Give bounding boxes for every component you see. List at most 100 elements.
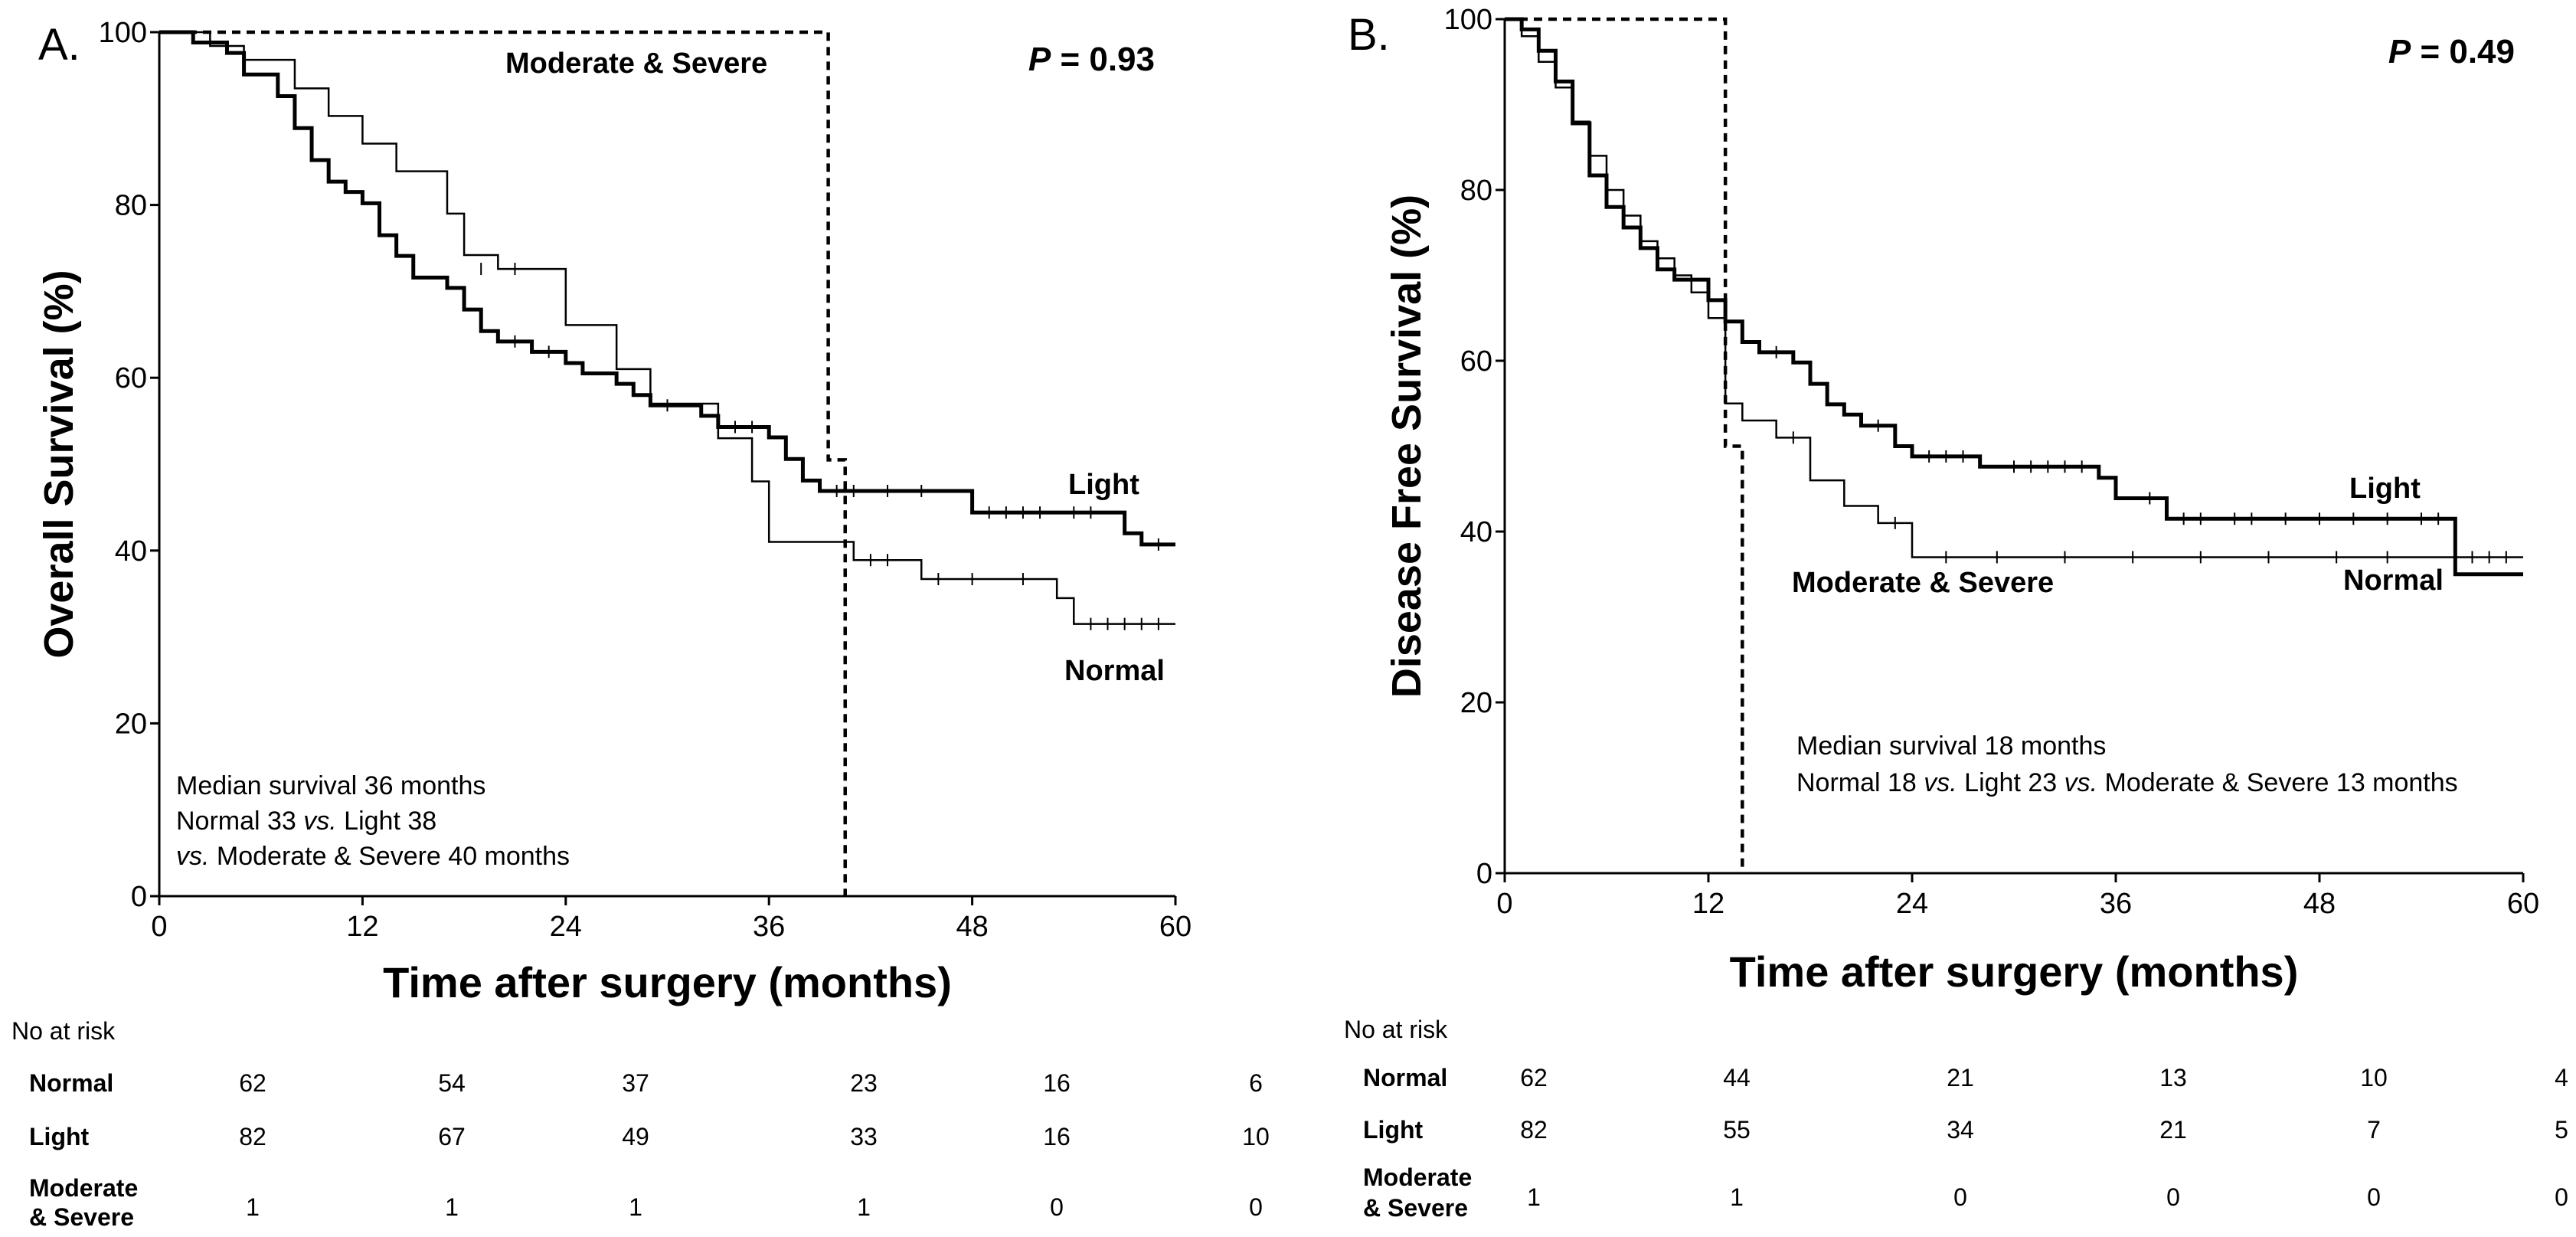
median-note-segment: Median survival 36 months [176,771,485,800]
median-note-segment: Normal 33 [176,807,303,836]
x-axis-label: Time after surgery (months) [383,958,952,1006]
risk-count: 1 [1730,1183,1744,1211]
risk-count: 7 [2367,1116,2381,1144]
risk-count: 0 [1249,1193,1263,1221]
x-tick-label: 24 [1896,888,1928,920]
risk-count: 16 [1043,1069,1071,1097]
risk-count: 54 [438,1069,466,1097]
median-note-segment: vs. [303,807,336,836]
risk-group-label: Moderate [29,1174,138,1202]
risk-count: 23 [850,1069,878,1097]
median-note-segment: vs. [176,842,209,871]
p-value: P = 0.49 [2388,33,2515,70]
survival-curve-moderate-severe [1505,17,1744,873]
risk-count: 34 [1947,1116,1974,1144]
risk-count: 55 [1723,1116,1751,1144]
y-tick-label: 80 [115,190,147,222]
median-note-segment: Moderate & Severe 13 months [2097,768,2458,797]
median-note-line: Median survival 18 months [1796,731,2106,761]
y-tick-label: 40 [1460,516,1492,548]
y-axis-label: Disease Free Survival (%) [1384,195,1430,698]
risk-count: 5 [2555,1116,2568,1144]
y-axis-label: Overall Survival (%) [36,270,82,658]
median-note-segment: Light 23 [1957,768,2064,797]
risk-group-label: Normal [29,1069,113,1097]
risk-count: 1 [246,1193,260,1221]
y-tick-label: 100 [1444,4,1492,36]
risk-count: 33 [850,1123,878,1150]
x-tick-label: 0 [1496,888,1512,920]
risk-count: 6 [1249,1069,1263,1097]
x-tick-label: 36 [2100,888,2132,920]
x-tick-label: 12 [346,911,378,943]
x-tick-label: 12 [1692,888,1724,920]
median-note-segment: Normal 18 [1796,768,1924,797]
risk-count: 1 [857,1193,871,1221]
risk-count: 67 [438,1123,466,1150]
risk-count: 49 [622,1123,649,1150]
median-note-segment: vs. [1924,768,1957,797]
y-tick-label: 0 [1476,858,1492,890]
risk-count: 4 [2555,1064,2568,1091]
p-value-number: = 0.49 [2411,33,2515,70]
y-tick-label: 0 [131,881,147,913]
risk-group-label: & Severe [1363,1194,1468,1222]
y-tick-label: 60 [1460,345,1492,378]
p-value-letter: P [2388,33,2411,70]
median-note-segment: vs. [2064,768,2097,797]
median-note-segment: Median survival 18 months [1796,731,2106,761]
risk-count: 21 [1947,1064,1974,1091]
risk-table-header: No at risk [1344,1016,1448,1043]
median-note-line: Median survival 36 months [176,771,485,800]
curve-label-light: Light [1068,469,1139,501]
panel-label: A. [38,20,80,70]
p-value: P = 0.93 [1028,41,1155,78]
survival-curve-light [159,30,1175,547]
y-tick-label: 80 [1460,175,1492,207]
risk-count: 0 [1953,1183,1967,1211]
risk-count: 1 [445,1193,459,1221]
risk-count: 13 [2159,1064,2187,1091]
x-tick-label: 24 [550,911,582,943]
x-tick-label: 48 [2303,888,2336,920]
curve-label-moderate-severe: Moderate & Severe [1792,567,2054,599]
risk-group-label: Light [29,1123,90,1150]
median-note-line: Normal 18 vs. Light 23 vs. Moderate & Se… [1796,768,2458,797]
x-tick-label: 0 [151,911,167,943]
risk-count: 37 [622,1069,649,1097]
p-value-number: = 0.93 [1051,41,1155,78]
risk-count: 21 [2159,1116,2187,1144]
curve-label-moderate-severe: Moderate & Severe [505,47,767,80]
y-tick-label: 100 [99,17,147,49]
risk-count: 10 [1242,1123,1270,1150]
risk-count: 0 [1050,1193,1064,1221]
risk-count: 0 [2555,1183,2568,1211]
x-tick-label: 60 [1159,911,1192,943]
median-note-line: vs. Moderate & Severe 40 months [176,842,570,871]
risk-count: 82 [239,1123,266,1150]
risk-group-label: Moderate [1363,1163,1472,1191]
risk-group-label: & Severe [29,1203,134,1231]
risk-table: No at risk Normal 62 54 37 23 16 6 Light 82 67 49 33… [11,1017,1270,1231]
y-tick-label: 20 [115,708,147,740]
risk-count: 44 [1723,1064,1751,1091]
risk-count: 1 [629,1193,642,1221]
risk-count: 62 [1520,1064,1548,1091]
x-axis-label: Time after surgery (months) [1730,947,2299,996]
survival-curve-normal [159,31,1175,625]
x-tick-label: 48 [956,911,988,943]
survival-curve-light [1505,17,2523,577]
risk-count: 0 [2367,1183,2381,1211]
risk-count: 10 [2360,1064,2388,1091]
risk-count: 1 [1527,1183,1541,1211]
y-tick-label: 40 [115,535,147,568]
x-tick-label: 36 [753,911,785,943]
p-value-letter: P [1028,41,1051,78]
curve-label-normal: Normal [1064,655,1165,687]
survival-curve-moderate-severe [159,30,847,896]
risk-count: 16 [1043,1123,1071,1150]
risk-group-label: Normal [1363,1064,1447,1091]
